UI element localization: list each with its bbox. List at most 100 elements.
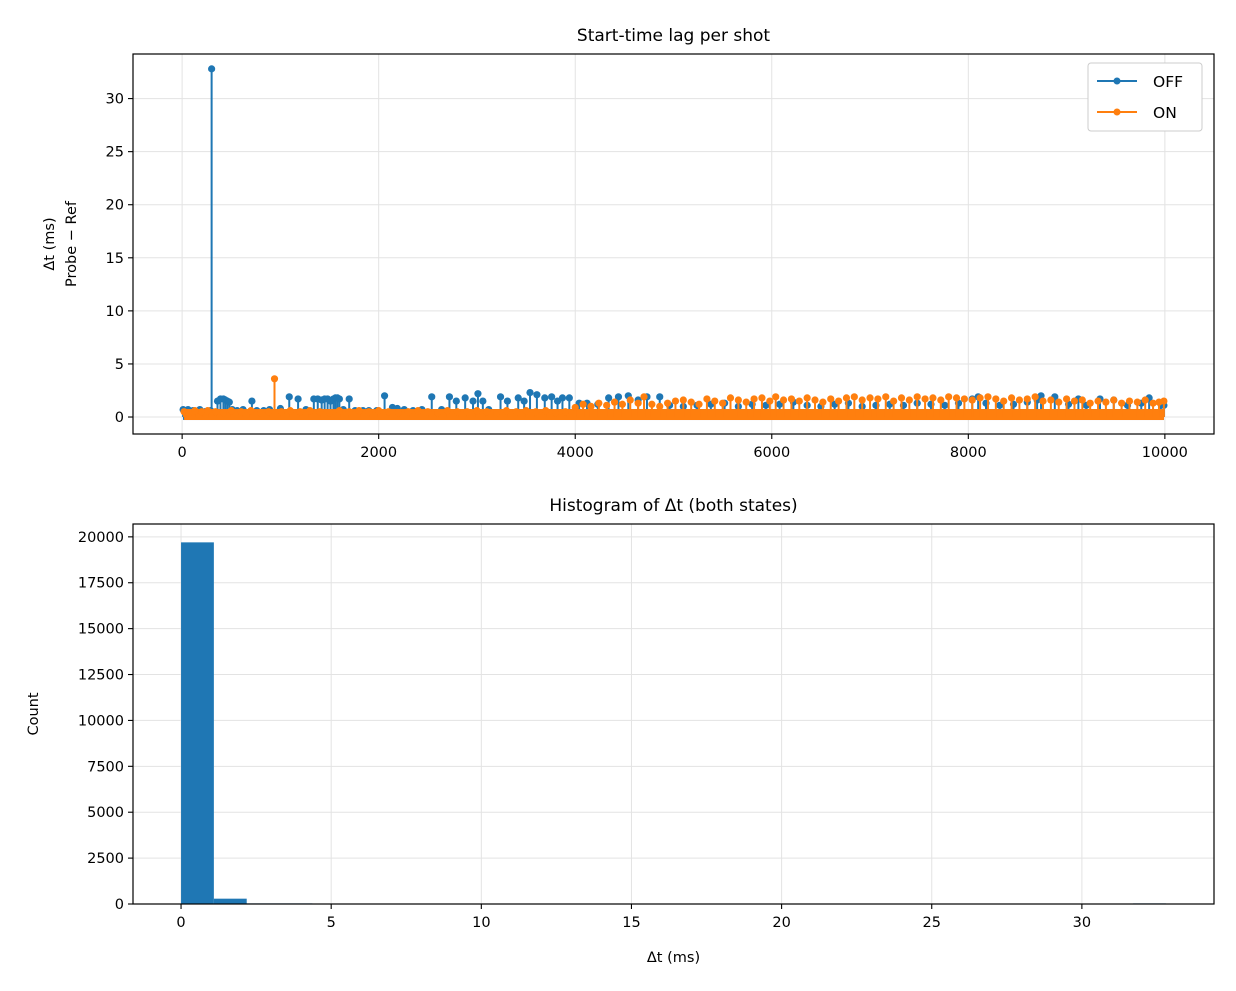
data-point — [874, 395, 882, 403]
top-x-tick-label: 6000 — [753, 445, 790, 461]
lag-per-shot-panel: 0 2000 4000 6000 8000 10000 0 5 10 15 20 25 30 Star… — [42, 26, 1215, 461]
data-point — [461, 394, 469, 402]
data-point — [522, 407, 530, 415]
data-point — [502, 407, 511, 415]
top-plot-frame — [132, 53, 1215, 435]
data-point — [984, 393, 992, 401]
data-point — [587, 402, 595, 411]
data-point — [225, 398, 233, 406]
data-point — [772, 393, 780, 401]
data-point — [404, 408, 412, 416]
series-baseline-band — [184, 409, 1164, 421]
data-point — [384, 408, 393, 416]
bottom-x-tick-label: 5 — [327, 915, 336, 931]
data-point — [493, 409, 501, 417]
data-point — [198, 408, 206, 416]
data-point — [803, 394, 811, 402]
data-point — [248, 397, 256, 405]
data-point — [394, 409, 402, 417]
data-point — [479, 397, 487, 405]
data-point — [512, 408, 520, 416]
data-point — [937, 396, 945, 404]
data-point — [929, 394, 937, 402]
data-point — [679, 396, 687, 404]
data-point — [542, 407, 550, 415]
data-point — [452, 397, 460, 405]
data-point — [208, 65, 216, 73]
data-point — [858, 396, 866, 404]
top-x-tick-label: 10000 — [1142, 445, 1188, 461]
bottom-x-tick-label: 20 — [772, 915, 790, 931]
top-series-layer — [179, 65, 1168, 421]
data-point — [945, 393, 953, 401]
data-point — [345, 408, 353, 416]
data-point — [257, 409, 265, 417]
data-point — [834, 397, 843, 405]
data-point — [211, 408, 220, 416]
bottom-y-axis-label: Count — [26, 692, 42, 735]
data-point — [882, 393, 890, 401]
data-point — [850, 393, 858, 401]
data-point — [648, 400, 656, 408]
data-point — [237, 408, 245, 416]
data-point — [827, 395, 835, 403]
top-x-tick-label: 0 — [178, 445, 187, 461]
data-point — [890, 397, 898, 405]
data-point — [1078, 396, 1086, 404]
data-point — [595, 399, 603, 407]
data-point — [558, 394, 567, 402]
bottom-y-tick-label: 15000 — [78, 622, 124, 638]
data-point — [365, 408, 373, 416]
data-point — [1141, 396, 1149, 404]
top-chart-title: Start-time lag per shot — [577, 26, 770, 46]
top-x-tick-label: 4000 — [557, 445, 594, 461]
top-y-tick-label: 30 — [106, 92, 124, 108]
data-point — [610, 398, 619, 406]
bottom-y-tick-label: 2500 — [87, 851, 124, 867]
top-y-axis-label-line2: Probe − Ref — [64, 200, 80, 287]
data-point — [265, 408, 273, 416]
data-point — [204, 407, 212, 415]
data-point — [335, 395, 343, 403]
data-point — [656, 402, 664, 411]
data-point — [325, 409, 334, 417]
data-point — [380, 392, 389, 400]
data-point — [941, 401, 949, 409]
top-x-tick-label: 2000 — [360, 445, 397, 461]
data-point — [779, 396, 788, 404]
data-point — [1110, 396, 1118, 404]
histogram-panel: 0 5 10 15 20 25 30 0 2500 5000 7500 10000 12500 1500… — [26, 496, 1215, 966]
data-point — [443, 407, 452, 415]
data-point — [227, 407, 235, 415]
bottom-y-tick-label: 7500 — [87, 759, 124, 775]
data-point — [514, 394, 522, 402]
data-point — [634, 399, 642, 407]
top-y-ticks: 0 5 10 15 20 25 30 — [106, 92, 133, 426]
data-point — [270, 375, 279, 383]
data-point — [952, 394, 961, 402]
bottom-x-tick-label: 30 — [1073, 915, 1091, 931]
data-point — [897, 394, 906, 402]
data-point — [526, 389, 534, 397]
data-point — [1149, 399, 1157, 407]
data-point — [434, 409, 442, 417]
data-point — [483, 408, 491, 416]
legend-marker-on — [1113, 108, 1121, 116]
data-point — [711, 397, 719, 405]
legend-marker-off — [1113, 77, 1121, 85]
top-y-tick-label: 20 — [106, 198, 124, 214]
data-point — [1039, 397, 1047, 405]
top-y-tick-label: 5 — [115, 357, 124, 373]
data-point — [603, 401, 611, 409]
data-point — [463, 408, 471, 416]
data-point — [469, 397, 477, 405]
bottom-plot-frame — [132, 523, 1215, 905]
data-point — [306, 407, 314, 415]
data-point — [1007, 394, 1016, 402]
data-point — [219, 409, 228, 417]
data-point — [976, 394, 984, 402]
data-point — [1070, 397, 1079, 405]
data-point — [277, 408, 285, 416]
bottom-chart-title: Histogram of Δt (both states) — [549, 496, 797, 516]
